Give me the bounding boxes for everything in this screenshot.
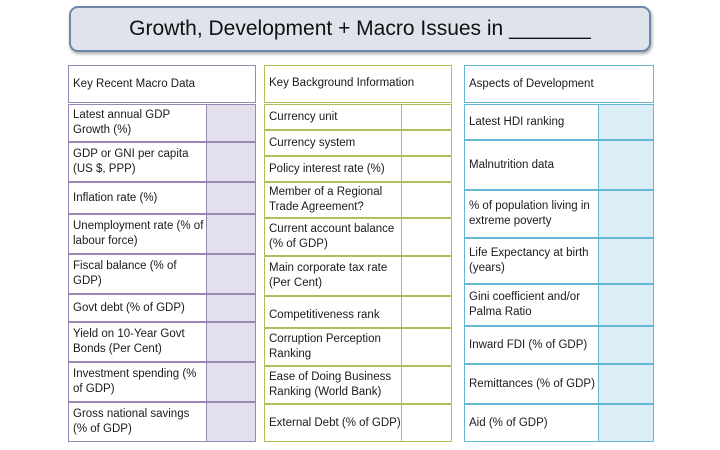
development-row-label: % of population living in extreme povert…: [464, 190, 599, 238]
macro-row-value-cell[interactable]: [206, 294, 256, 322]
macro-row-label: Latest annual GDP Growth (%): [68, 104, 207, 142]
background-row-value-cell[interactable]: [401, 256, 452, 296]
macro-row-value-cell[interactable]: [206, 254, 256, 294]
development-row-value-cell[interactable]: [598, 190, 654, 238]
background-row-label: Corruption Perception Ranking: [264, 328, 402, 366]
background-row-label: Competitiveness rank: [264, 296, 402, 328]
development-row-value-cell[interactable]: [598, 238, 654, 284]
development-row-label: Malnutrition data: [464, 140, 599, 190]
background-row-value-cell[interactable]: [401, 182, 452, 218]
background-row-label: Ease of Doing Business Ranking (World Ba…: [264, 366, 402, 404]
background-row-value-cell[interactable]: [401, 104, 452, 130]
development-row-label: Latest HDI ranking: [464, 104, 599, 140]
development-row-label: Gini coefficient and/or Palma Ratio: [464, 284, 599, 326]
macro-row-value-cell[interactable]: [206, 142, 256, 182]
development-row-value-cell[interactable]: [598, 404, 654, 442]
background-row-value-cell[interactable]: [401, 156, 452, 182]
development-row-value-cell[interactable]: [598, 104, 654, 140]
macro-data-header: Key Recent Macro Data: [68, 65, 256, 103]
background-row-label: Member of a Regional Trade Agreement?: [264, 182, 402, 218]
background-row-value-cell[interactable]: [401, 218, 452, 256]
macro-row-label: Gross national savings (% of GDP): [68, 402, 207, 442]
background-row-label: External Debt (% of GDP): [264, 404, 402, 442]
development-row-value-cell[interactable]: [598, 364, 654, 404]
macro-row-value-cell[interactable]: [206, 322, 256, 362]
macro-row-label: GDP or GNI per capita (US $, PPP): [68, 142, 207, 182]
macro-row-value-cell[interactable]: [206, 402, 256, 442]
background-row-value-cell[interactable]: [401, 130, 452, 156]
macro-row-value-cell[interactable]: [206, 182, 256, 214]
macro-row-value-cell[interactable]: [206, 104, 256, 142]
background-info-header: Key Background Information: [264, 65, 452, 103]
macro-row-label: Inflation rate (%): [68, 182, 207, 214]
background-row-label: Currency unit: [264, 104, 402, 130]
background-row-value-cell[interactable]: [401, 328, 452, 366]
development-row-value-cell[interactable]: [598, 326, 654, 364]
development-row-label: Aid (% of GDP): [464, 404, 599, 442]
background-row-label: Current account balance (% of GDP): [264, 218, 402, 256]
background-row-value-cell[interactable]: [401, 366, 452, 404]
development-row-label: Remittances (% of GDP): [464, 364, 599, 404]
macro-row-label: Investment spending (% of GDP): [68, 362, 207, 402]
background-row-value-cell[interactable]: [401, 404, 452, 442]
macro-row-label: Yield on 10-Year Govt Bonds (Per Cent): [68, 322, 207, 362]
development-header: Aspects of Development: [464, 65, 654, 103]
development-row-value-cell[interactable]: [598, 284, 654, 326]
worksheet-title: Growth, Development + Macro Issues in __…: [69, 6, 651, 52]
macro-row-value-cell[interactable]: [206, 214, 256, 254]
macro-row-label: Govt debt (% of GDP): [68, 294, 207, 322]
development-row-label: Life Expectancy at birth (years): [464, 238, 599, 284]
background-row-label: Policy interest rate (%): [264, 156, 402, 182]
development-row-label: Inward FDI (% of GDP): [464, 326, 599, 364]
macro-row-value-cell[interactable]: [206, 362, 256, 402]
background-row-label: Main corporate tax rate (Per Cent): [264, 256, 402, 296]
background-row-label: Currency system: [264, 130, 402, 156]
development-row-value-cell[interactable]: [598, 140, 654, 190]
macro-row-label: Unemployment rate (% of labour force): [68, 214, 207, 254]
macro-row-label: Fiscal balance (% of GDP): [68, 254, 207, 294]
background-row-value-cell[interactable]: [401, 296, 452, 328]
